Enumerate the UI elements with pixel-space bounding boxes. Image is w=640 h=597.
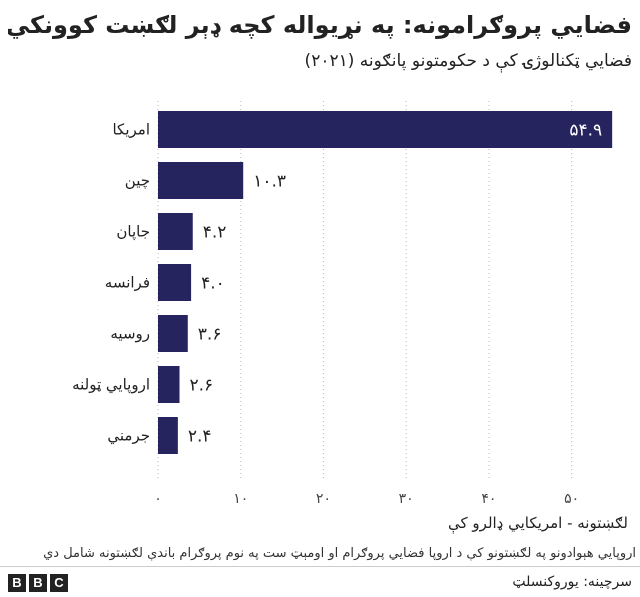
- category-label: چین: [125, 172, 150, 190]
- bar: [158, 366, 180, 403]
- category-label: جرمني: [107, 427, 150, 446]
- chart-title: فضايي پروګرامونه: په نړيواله کچه ډېر لګښ…: [8, 11, 632, 39]
- category-label: جاپان: [116, 223, 150, 242]
- bbc-logo-letter: C: [50, 574, 68, 592]
- source-credit: سرچينه: یوروکنسلټ: [512, 574, 632, 590]
- value-label: ۴.۲: [203, 223, 227, 243]
- x-tick-label: ۵۰: [564, 491, 579, 507]
- category-label: روسیه: [110, 325, 150, 343]
- bar: [158, 111, 613, 148]
- bbc-logo-letter: B: [29, 574, 47, 592]
- bar-chart: ۰ ۱۰ ۲۰ ۳۰ ۴۰ ۵۰ امریکا ۵۴.۹ چین ۱۰.۳ جاپان ۴.۲ فران…: [72, 101, 613, 507]
- category-label: فرانسه: [105, 274, 150, 292]
- category-label: اروپایي ټولنه: [72, 376, 150, 395]
- value-label: ۲.۶: [190, 376, 214, 396]
- footer-divider: [0, 566, 640, 567]
- value-label: ۳.۶: [198, 325, 222, 345]
- x-axis-label: لګښتونه - امریکايي ډالرو کې: [448, 514, 628, 532]
- bar: [158, 162, 244, 199]
- bbc-logo: B B C: [8, 574, 68, 592]
- x-tick-label: ۴۰: [481, 491, 496, 507]
- x-tick-label: ۳۰: [399, 491, 414, 507]
- bar: [158, 213, 193, 250]
- bar: [158, 264, 192, 301]
- value-label: ۵۴.۹: [569, 121, 602, 141]
- bar: [158, 315, 188, 352]
- value-label: ۲.۴: [188, 427, 212, 447]
- value-label: ۴.۰: [201, 274, 225, 294]
- x-tick-label: ۰: [154, 491, 162, 507]
- x-tick-label: ۱۰: [233, 491, 248, 507]
- bbc-logo-letter: B: [8, 574, 26, 592]
- category-label: امریکا: [112, 121, 150, 139]
- bar: [158, 417, 178, 454]
- x-tick-label: ۲۰: [316, 491, 331, 507]
- chart-subtitle: فضايي ټکنالوژۍ کې د حکومتونو پانګونه (۲۰…: [304, 51, 632, 71]
- chart-note: اروپايي هېوادونو په لګښتونو کې د اروپا ف…: [43, 546, 636, 561]
- value-label: ۱۰.۳: [253, 172, 286, 192]
